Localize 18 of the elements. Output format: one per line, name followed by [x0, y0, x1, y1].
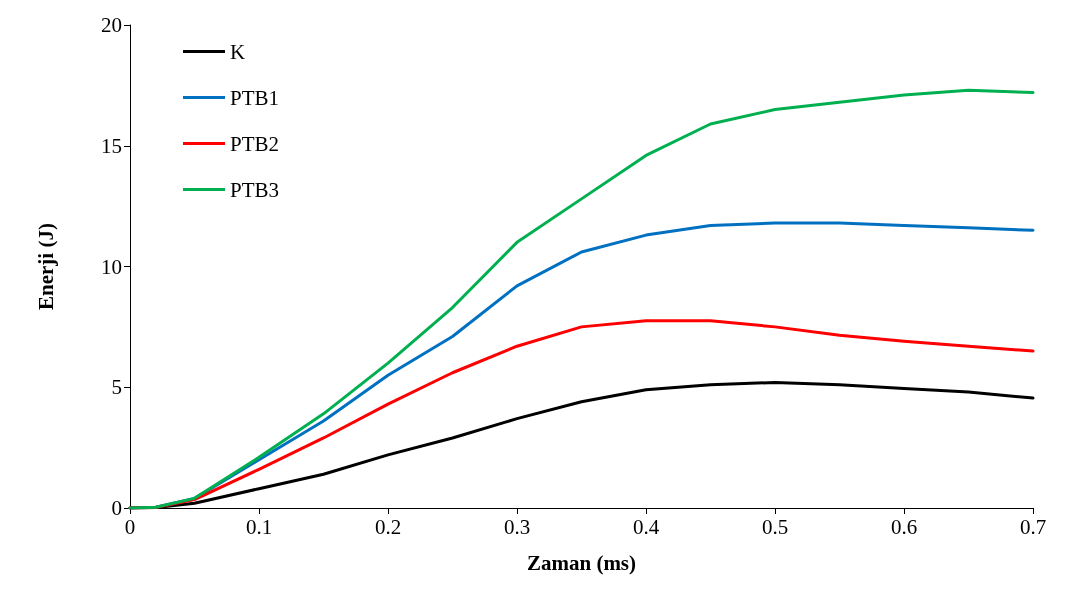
- x-tick-label: 0.7: [1019, 514, 1047, 539]
- y-tick-label: 5: [111, 375, 122, 400]
- y-axis-title: Enerji (J): [33, 223, 58, 310]
- legend-label: K: [230, 39, 246, 64]
- x-tick-label: 0.1: [245, 514, 273, 539]
- x-tick-label: 0.2: [374, 514, 402, 539]
- x-axis-title: Zaman (ms): [526, 550, 637, 575]
- y-tick-label: 10: [101, 254, 122, 279]
- y-tick-label: 0: [111, 496, 122, 520]
- y-tick-label: 15: [101, 133, 122, 158]
- legend-label: PTB2: [230, 131, 280, 156]
- x-tick-label: 0.3: [503, 514, 531, 539]
- legend-label: PTB3: [230, 177, 280, 202]
- x-tick-label: 0.4: [632, 514, 660, 539]
- x-tick-label: 0.6: [890, 514, 918, 539]
- x-tick-label: 0.5: [761, 514, 789, 539]
- y-tick-label: 20: [101, 13, 122, 37]
- legend-label: PTB1: [230, 85, 280, 110]
